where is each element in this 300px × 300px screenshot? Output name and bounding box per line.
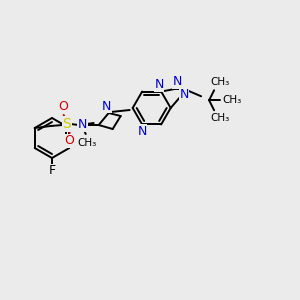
Text: N: N — [172, 75, 182, 88]
Text: N: N — [154, 78, 164, 91]
Text: N: N — [137, 125, 147, 138]
Text: F: F — [48, 164, 56, 178]
Text: CH₃: CH₃ — [223, 95, 242, 105]
Text: CH₃: CH₃ — [77, 138, 96, 148]
Text: N: N — [179, 88, 189, 100]
Text: CH₃: CH₃ — [211, 113, 230, 123]
Text: N: N — [102, 100, 111, 112]
Text: O: O — [59, 100, 69, 113]
Text: S: S — [62, 117, 71, 131]
Text: O: O — [65, 134, 75, 148]
Text: N: N — [78, 118, 87, 131]
Text: CH₃: CH₃ — [211, 77, 230, 87]
